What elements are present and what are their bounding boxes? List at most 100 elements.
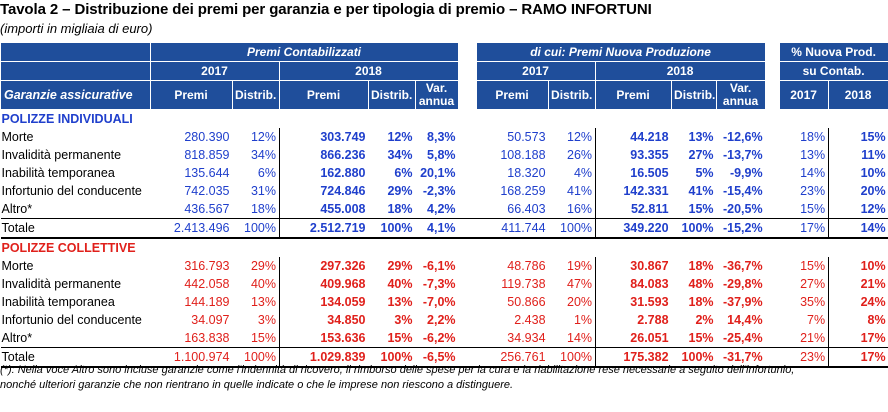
cell-premi-2018: 1.029.839	[279, 347, 369, 368]
cell-distrib-2018: 34%	[387, 148, 413, 162]
header-nuova-produzione: di cui: Premi Nuova Produzione	[476, 42, 767, 62]
header-distrib: Distrib.	[232, 80, 280, 110]
cell-perc-2018: 17%	[828, 347, 888, 368]
cell-perc-2017: 15%	[800, 259, 826, 273]
footnote-line-2: nonché ulteriori garanzie che non rientr…	[0, 379, 514, 391]
cell-np-distrib-2018: 41%	[688, 184, 714, 198]
row-label: Totale	[0, 218, 151, 239]
cell-var-annua: 2,2%	[427, 313, 456, 327]
cell-perc-2017: 35%	[800, 295, 826, 309]
cell-var-annua: -7,0%	[422, 295, 456, 309]
cell-premi-2017: 280.390	[184, 130, 230, 144]
cell-distrib-2018: 15%	[368, 329, 416, 348]
header-row-2: 2017 2018 2017 2018 su Contab.	[0, 61, 888, 81]
cell-perc-2018: 21%	[828, 275, 888, 293]
cell-distrib-2017: 100%	[232, 347, 280, 368]
cell-np-premi-2017: 2.438	[514, 313, 546, 327]
cell-np-premi-2018: 93.355	[595, 146, 672, 164]
cell-perc-2017: 14%	[800, 166, 826, 180]
table-row: Morte 280.390 12% 303.749 12% 8,3% 50.573 12% 44…	[1, 128, 888, 146]
cell-np-premi-2017: 108.188	[500, 148, 546, 162]
cell-np-var-annua: -36,7%	[722, 259, 763, 273]
cell-perc-2018: 14%	[828, 218, 888, 239]
cell-np-distrib-2017: 26%	[567, 148, 593, 162]
cell-np-premi-2018: 142.331	[595, 182, 672, 200]
header-year-2018-b: 2018	[595, 61, 767, 81]
cell-np-var-annua: -37,9%	[722, 295, 763, 309]
cell-premi-2018: 409.968	[279, 275, 369, 293]
cell-np-premi-2017: 34.934	[476, 329, 549, 348]
cell-np-distrib-2018: 100%	[671, 218, 717, 239]
cell-var-annua: -6,2%	[415, 329, 459, 348]
cell-perc-2018: 12%	[828, 200, 888, 219]
total-row: Totale 1.100.974 100% 1.029.839 100% -6,5% 256…	[0, 347, 888, 368]
cell-var-annua: 4,1%	[415, 218, 459, 239]
header-year-2017-a: 2017	[150, 61, 280, 81]
cell-np-var-annua: -13,7%	[722, 148, 763, 162]
cell-np-premi-2018: 44.218	[595, 128, 672, 146]
table-row: Inabilità temporanea 144.189 13% 134.059 13%…	[1, 293, 888, 311]
cell-distrib-2017: 12%	[250, 130, 276, 144]
cell-np-distrib-2018: 15%	[671, 200, 717, 219]
header-var-annua: Var. annua	[716, 80, 767, 110]
cell-premi-2017: 34.097	[191, 313, 230, 327]
cell-distrib-2017: 15%	[232, 329, 280, 348]
cell-np-distrib-2018: 18%	[688, 259, 714, 273]
cell-premi-2017: 144.189	[184, 295, 230, 309]
cell-var-annua: 8,3%	[427, 130, 456, 144]
cell-premi-2017: 2.413.496	[150, 218, 233, 239]
cell-np-distrib-2018: 18%	[688, 295, 714, 309]
cell-var-annua: -6,5%	[415, 347, 459, 368]
cell-perc-2018: 17%	[828, 329, 888, 348]
cell-perc-2017: 23%	[779, 347, 829, 368]
cell-distrib-2018: 6%	[394, 166, 413, 180]
cell-premi-2017: 436.567	[150, 200, 233, 219]
row-label: Altro*	[0, 200, 151, 219]
cell-np-premi-2017: 168.259	[500, 184, 546, 198]
cell-premi-2018: 153.636	[279, 329, 369, 348]
row-label: Invalidità permanente	[1, 277, 122, 291]
cell-np-var-annua: -31,7%	[716, 347, 766, 368]
cell-np-var-annua: -12,6%	[722, 130, 763, 144]
header-premi: Premi	[279, 80, 369, 110]
cell-perc-2017: 13%	[800, 148, 826, 162]
section-title: POLIZZE INDIVIDUALI	[1, 112, 133, 126]
cell-var-annua: 20,1%	[420, 166, 456, 180]
table-row: Altro* 163.838 15% 153.636 15% -6,2% 34.934 14%…	[0, 329, 888, 348]
cell-perc-2017: 7%	[807, 313, 826, 327]
cell-perc-2017: 17%	[779, 218, 829, 239]
cell-perc-2017: 27%	[800, 277, 826, 291]
cell-distrib-2018: 3%	[394, 313, 413, 327]
cell-np-var-annua: -9,9%	[729, 166, 763, 180]
cell-np-var-annua: -25,4%	[716, 329, 766, 348]
header-var-annua: Var. annua	[414, 80, 460, 110]
row-label: Morte	[1, 130, 34, 144]
header-row-3: Garanzie assicurative Premi Distrib. Pre…	[0, 80, 888, 110]
cell-np-distrib-2017: 100%	[548, 218, 596, 239]
cell-distrib-2017: 40%	[250, 277, 276, 291]
cell-np-distrib-2017: 14%	[548, 329, 596, 348]
header-premi: Premi	[595, 80, 673, 110]
row-label: Invalidità permanente	[1, 148, 122, 162]
cell-premi-2018: 34.850	[279, 311, 369, 329]
cell-distrib-2018: 12%	[387, 130, 413, 144]
cell-np-var-annua: -29,8%	[722, 277, 763, 291]
cell-np-distrib-2018: 13%	[688, 130, 714, 144]
cell-np-var-annua: -20,5%	[716, 200, 766, 219]
cell-np-premi-2017: 411.744	[476, 218, 549, 239]
table-row: Altro* 436.567 18% 455.008 18% 4,2% 66.403 16% 5…	[0, 200, 888, 219]
table-row: Infortunio del conducente 742.035 31% 724.8…	[1, 182, 888, 200]
cell-np-distrib-2018: 27%	[688, 148, 714, 162]
cell-np-var-annua: -15,4%	[722, 184, 763, 198]
section-header: POLIZZE INDIVIDUALI	[1, 110, 888, 129]
cell-np-distrib-2018: 2%	[695, 313, 714, 327]
cell-premi-2018: 724.846	[279, 182, 369, 200]
cell-np-premi-2017: 66.403	[476, 200, 549, 219]
table-row: Invalidità permanente 818.859 34% 866.236 34…	[1, 146, 888, 164]
cell-np-premi-2017: 48.786	[507, 259, 546, 273]
cell-distrib-2017: 18%	[232, 200, 280, 219]
cell-premi-2018: 303.749	[279, 128, 369, 146]
header-distrib: Distrib.	[548, 80, 597, 110]
cell-premi-2017: 135.644	[184, 166, 230, 180]
cell-perc-2017: 21%	[779, 329, 829, 348]
